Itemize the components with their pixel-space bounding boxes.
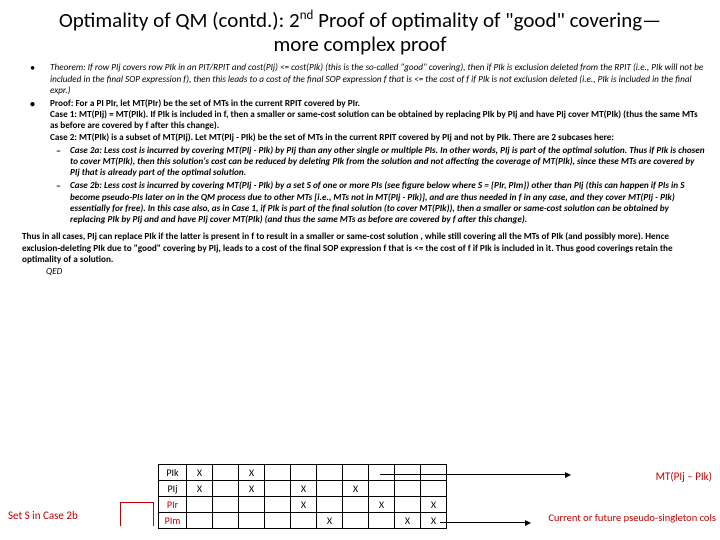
table-cell xyxy=(369,465,395,481)
table-cell xyxy=(421,465,447,481)
table-cell xyxy=(213,465,239,481)
case-2b: Case 2b: Less cost is incurred by coveri… xyxy=(44,180,706,225)
table-cell: X xyxy=(395,513,421,529)
table-cell xyxy=(343,497,369,513)
table-cell xyxy=(395,481,421,497)
case-1: Case 1: MT(PIj) = MT(PIk). If PIk is inc… xyxy=(50,109,698,131)
table-cell: X xyxy=(291,481,317,497)
table-cell xyxy=(265,481,291,497)
table-cell xyxy=(317,465,343,481)
table-cell: X xyxy=(421,497,447,513)
conclusion: Thus in all cases, PIj can replace PIk i… xyxy=(14,231,706,265)
table-cell: X xyxy=(369,497,395,513)
table-cell: X xyxy=(239,481,265,497)
table-cell xyxy=(343,513,369,529)
table-cell: X xyxy=(187,465,213,481)
table-cell xyxy=(291,513,317,529)
table-cell: X xyxy=(317,513,343,529)
table-cell xyxy=(265,465,291,481)
case-2: Case 2: MT(PIk) is a subset of MT(PIj). … xyxy=(50,132,614,143)
row-label: PIk xyxy=(159,465,187,481)
figure: Set S in Case 2b PIkXXPIjXXXXPIrXXXPImXX… xyxy=(0,462,720,534)
table-cell xyxy=(343,465,369,481)
table-cell: X xyxy=(421,513,447,529)
row-label: PIr xyxy=(159,497,187,513)
table-cell: X xyxy=(239,465,265,481)
proof-intro: Proof: For a PI PIr, let MT(PIr) be the … xyxy=(50,98,360,109)
table-cell xyxy=(317,481,343,497)
table-cell xyxy=(265,513,291,529)
table-cell xyxy=(369,481,395,497)
table-cell xyxy=(291,465,317,481)
table-cell xyxy=(239,513,265,529)
theorem-bullet: Theorem: If row PIj covers row PIk in an… xyxy=(44,62,706,96)
set-s-label: Set S in Case 2b xyxy=(8,509,78,522)
table-cell xyxy=(395,497,421,513)
table-cell xyxy=(317,497,343,513)
set-s-brace xyxy=(120,502,154,526)
proof-bullet: Proof: For a PI PIr, let MT(PIr) be the … xyxy=(44,98,706,143)
mt-label: MT(PIj – PIk) xyxy=(656,470,712,483)
table-cell xyxy=(395,465,421,481)
table-cell xyxy=(213,513,239,529)
qed: QED xyxy=(14,266,706,277)
table-cell: X xyxy=(291,497,317,513)
row-label: PIj xyxy=(159,481,187,497)
table-cell xyxy=(213,497,239,513)
table-cell xyxy=(421,481,447,497)
mt-arrow xyxy=(380,474,570,475)
row-label: PIm xyxy=(159,513,187,529)
table-cell xyxy=(369,513,395,529)
table-cell: X xyxy=(343,481,369,497)
table-cell xyxy=(239,497,265,513)
table-cell xyxy=(265,497,291,513)
pseudo-arrow xyxy=(440,522,530,523)
pseudo-label: Current or future pseudo-singleton cols xyxy=(548,511,716,524)
bullet-list: Theorem: If row PIj covers row PIk in an… xyxy=(14,62,706,225)
table-cell: X xyxy=(187,481,213,497)
table-cell xyxy=(213,481,239,497)
slide-title: Optimality of QM (contd.): 2nd Proof of … xyxy=(14,8,706,56)
case-2a: Case 2a: Less cost is incurred by coveri… xyxy=(44,145,706,179)
table-cell xyxy=(187,513,213,529)
table-cell xyxy=(187,497,213,513)
